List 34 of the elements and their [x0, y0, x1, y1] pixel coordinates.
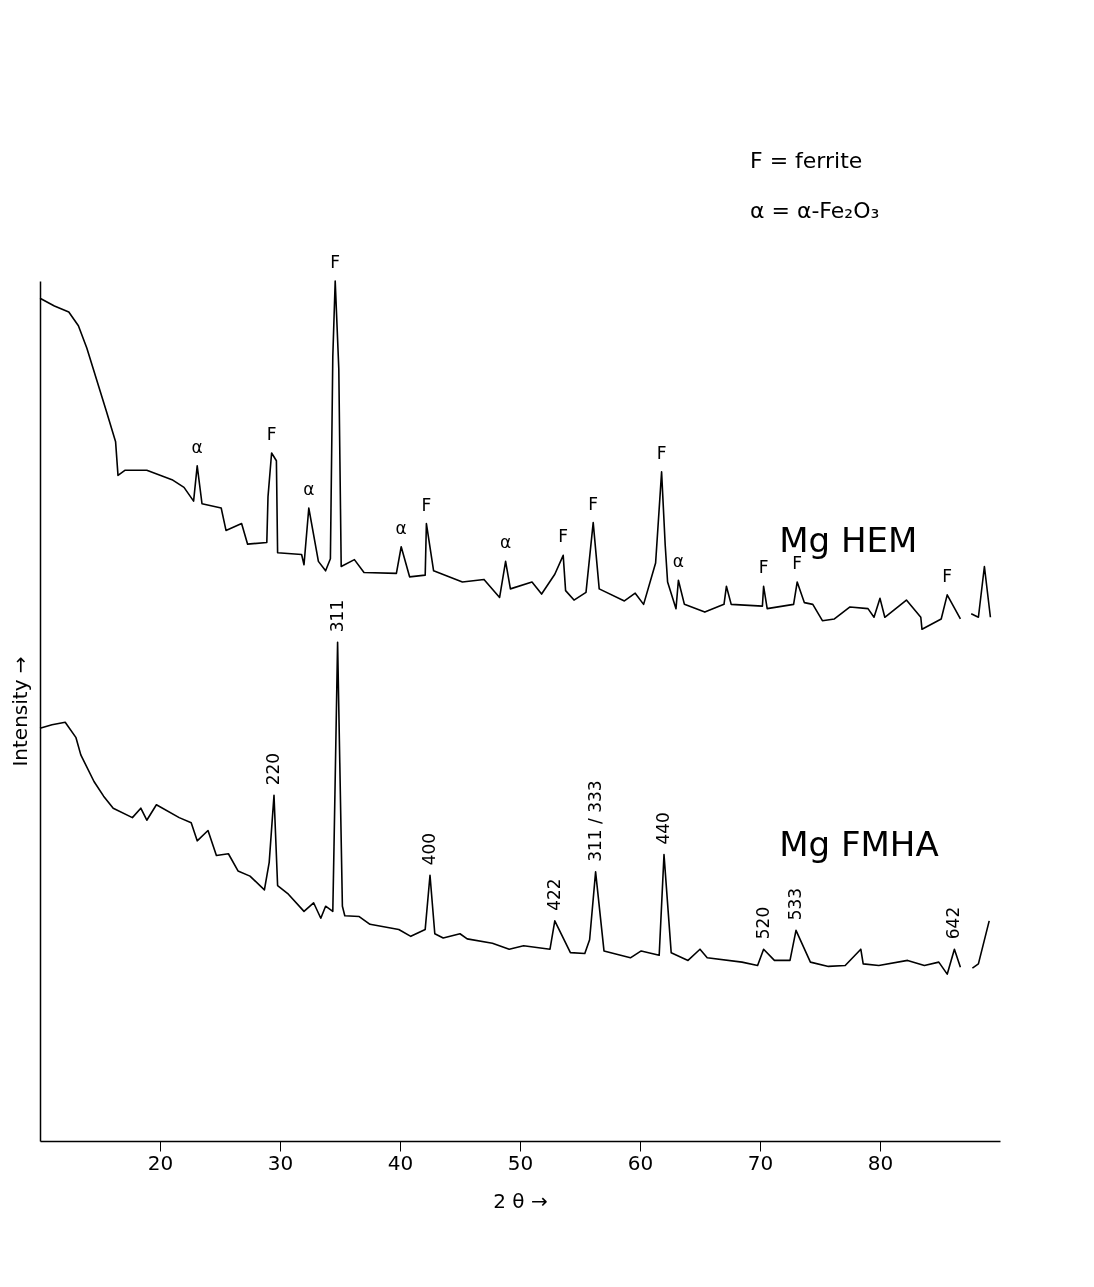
annotation: 220 [263, 752, 283, 786]
x-tick-label: 70 [747, 1150, 774, 1175]
annotation: 533 [785, 887, 805, 921]
annotation: 422 [543, 878, 564, 911]
annotation: α [395, 517, 407, 538]
annotation: F [330, 252, 341, 272]
text: Mg FMHA [779, 823, 939, 864]
annotation: 440 [653, 812, 673, 845]
annotation: 400 [419, 832, 439, 866]
annotation: 311 [326, 599, 347, 633]
annotation: F [942, 565, 953, 586]
annotation: α [191, 436, 203, 457]
annotation: α [303, 479, 315, 500]
annotation: α [672, 551, 685, 572]
annotation: F [758, 557, 769, 578]
annotation: 311 / 333 [584, 780, 605, 862]
annotation: F [588, 493, 599, 514]
annotation: 520 [752, 906, 773, 940]
x-tick-label: 50 [507, 1150, 534, 1175]
x-tick-label: 40 [387, 1150, 414, 1175]
text: F = ferrite [750, 148, 863, 173]
annotation: F [558, 526, 569, 547]
text: α = α-Fe₂O₃ [750, 198, 880, 223]
x-tick-label: 30 [267, 1150, 294, 1175]
annotation: α [499, 532, 512, 553]
annotation: F [266, 424, 277, 444]
x-axis-title: 2 θ → [493, 1188, 548, 1213]
x-tick-label: 60 [627, 1150, 654, 1175]
x-tick-label: 80 [867, 1150, 894, 1175]
x-tick-label: 20 [147, 1150, 174, 1175]
annotation: F [656, 442, 667, 463]
annotation: F [421, 494, 432, 515]
y-axis-title: Intensity → [7, 656, 32, 767]
annotation: 642 [943, 906, 964, 940]
